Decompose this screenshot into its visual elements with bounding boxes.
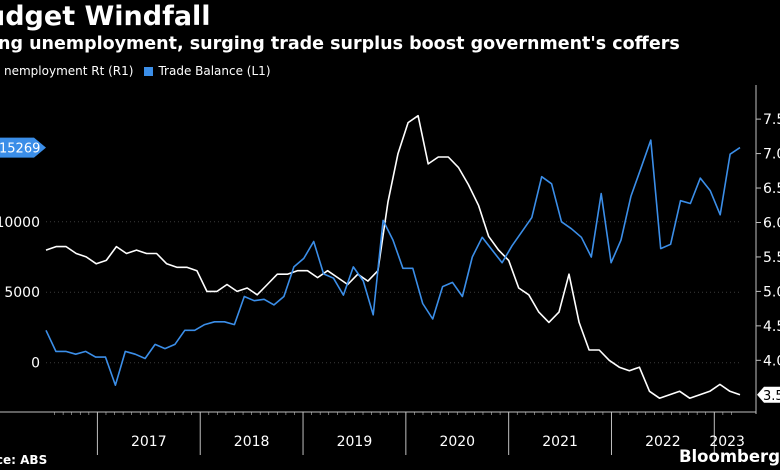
y-right-tick-label: 5.5 xyxy=(763,250,780,266)
x-tick-label: 2023 xyxy=(709,434,745,450)
legend-label-unemployment: nemployment Rt (R1) xyxy=(4,64,134,78)
y-right-tick-label: 6.0 xyxy=(763,215,780,231)
y-right-tick-label: 7.0 xyxy=(763,147,780,163)
chart-title: udget Windfall xyxy=(0,1,211,32)
y-left-tick-label: 0 xyxy=(31,356,40,372)
x-tick-label: 2022 xyxy=(645,434,681,450)
x-tick-label: 2019 xyxy=(337,434,373,450)
x-tick-label: 2021 xyxy=(542,434,578,450)
brand-logo: Bloomberg xyxy=(678,447,780,466)
y-right-tick-label: 6.5 xyxy=(763,181,780,197)
source-note: rce: ABS xyxy=(0,453,48,467)
chart-subtitle: lling unemployment, surging trade surplu… xyxy=(0,34,680,54)
y-right-tick-label: 4.0 xyxy=(763,353,780,369)
legend-swatch-trade-balance xyxy=(144,66,154,76)
last-value-label-trade-balance: 15269 xyxy=(0,142,40,157)
legend: nemployment Rt (R1) Trade Balance (L1) xyxy=(0,63,271,79)
y-left-tick-label: 5000 xyxy=(4,285,40,301)
y-left-tick-label: 10000 xyxy=(0,215,40,231)
last-value-badge-unemployment xyxy=(757,386,780,403)
y-right-tick-label: 5.0 xyxy=(763,284,780,300)
x-tick-label: 2020 xyxy=(439,434,475,450)
series-line-unemployment xyxy=(45,114,741,399)
series-line-trade-balance xyxy=(45,139,741,386)
y-right-tick-label: 4.5 xyxy=(763,319,780,335)
legend-label-trade-balance: Trade Balance (L1) xyxy=(158,64,271,78)
x-tick-label: 2017 xyxy=(131,434,167,450)
x-tick-label: 2018 xyxy=(234,434,270,450)
last-value-badge-trade-balance xyxy=(0,137,46,158)
last-value-label-unemployment: 3.5 xyxy=(763,389,780,404)
y-right-tick-label: 7.5 xyxy=(763,112,780,128)
